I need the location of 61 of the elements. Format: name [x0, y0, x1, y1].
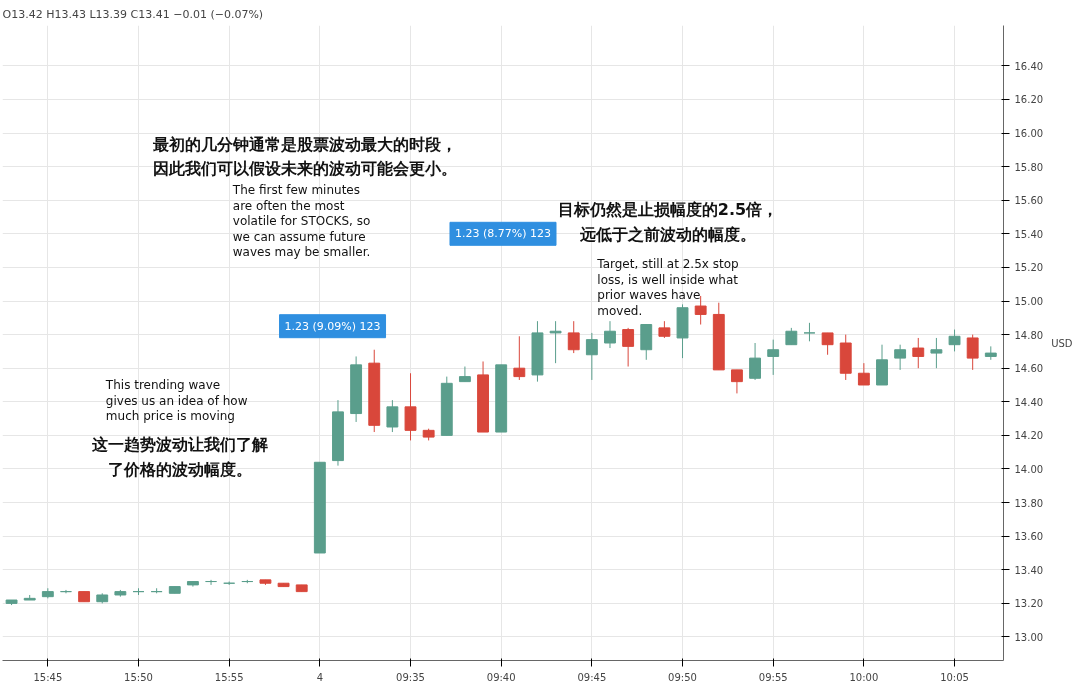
candlestick — [513, 335, 526, 381]
y-tick-label: 15.40 — [1014, 228, 1044, 240]
candlestick — [730, 369, 743, 394]
candlestick — [604, 320, 616, 349]
y-tick-label: 16.20 — [1014, 94, 1044, 106]
annotation: The first few minutes are often the most volatile for STOCKS, so we can assume future waves may be smaller. — [231, 183, 371, 260]
y-tick-label: 14.40 — [1014, 396, 1044, 408]
annotation: 1.23 (8.77%) 123 — [455, 227, 552, 241]
candlestick — [912, 337, 925, 369]
x-tick-label: 4 — [316, 671, 324, 683]
x-tick-label: 09:55 — [758, 671, 788, 683]
annotation: 1.23 (9.09%) 123 — [284, 319, 381, 333]
x-tick-label: 15:45 — [33, 671, 63, 683]
x-tick-label: 15:55 — [214, 671, 244, 683]
y-tick-label: 14.60 — [1014, 363, 1044, 375]
candlestick — [948, 329, 961, 352]
x-tick-label: 15:50 — [124, 671, 153, 683]
x-tick-label: 10:00 — [849, 671, 879, 683]
x-tick-label: 09:35 — [396, 671, 425, 683]
y-tick-label: 16.00 — [1014, 128, 1044, 140]
y-tick-label: 13.80 — [1014, 497, 1044, 509]
y-tick-label: 13.00 — [1014, 631, 1044, 643]
candlestick — [205, 579, 217, 586]
x-tick-label: 09:45 — [577, 671, 607, 683]
y-tick-label: 15.80 — [1014, 161, 1044, 173]
annotation: 这一趋势波动让我们了解了价格的波动幅度。 — [91, 435, 269, 480]
chart-subtitle: O13.42 H13.43 L13.39 C13.41 −0.01 (−0.07%) — [2, 7, 264, 21]
y-tick-label: 15.20 — [1014, 262, 1044, 274]
y-tick-label: 16.40 — [1014, 60, 1044, 72]
x-tick-label: 09:40 — [486, 671, 516, 683]
y-tick-label: 15.60 — [1014, 195, 1044, 207]
candlestick — [585, 332, 598, 381]
candlestick — [549, 320, 562, 364]
y-tick-label: 14.20 — [1014, 430, 1044, 442]
annotation: 目标仍然是止损幅度的2.5倍，远低于之前波动的幅度。 — [557, 200, 779, 244]
y-tick-label: 14.80 — [1014, 329, 1044, 341]
candlestick — [404, 372, 417, 441]
candlestick — [767, 339, 780, 376]
candlestick — [749, 342, 761, 381]
candlestick — [60, 589, 72, 594]
annotation: 最初的几分钟通常是股票波动最大的时段，因此我们可以假设未来的波动可能会更小。 — [152, 134, 458, 179]
candlestick — [622, 327, 635, 368]
y-tick-label: 15.00 — [1014, 296, 1044, 307]
candlestick — [567, 320, 580, 354]
annotation: This trending wave gives us an idea of how much price is moving — [104, 378, 248, 424]
annotation: Target, still at 2.5x stop loss, is well inside what prior waves have moved. — [596, 257, 739, 318]
x-tick-label: 09:50 — [668, 671, 697, 683]
candlestick — [857, 362, 870, 386]
y-axis-title: USD — [1051, 337, 1073, 349]
candlestick — [894, 344, 907, 371]
y-tick-label: 13.20 — [1014, 598, 1044, 610]
y-tick-label: 14.00 — [1014, 463, 1044, 475]
candlestick — [930, 337, 943, 369]
candlestick — [458, 366, 471, 383]
x-tick-label: 10:05 — [940, 671, 969, 683]
candlestick — [966, 334, 979, 371]
candlestick — [821, 332, 834, 356]
y-tick-label: 13.40 — [1014, 564, 1044, 576]
candlestick — [386, 399, 399, 433]
y-tick-label: 13.60 — [1014, 531, 1044, 543]
candlestick — [803, 322, 816, 342]
